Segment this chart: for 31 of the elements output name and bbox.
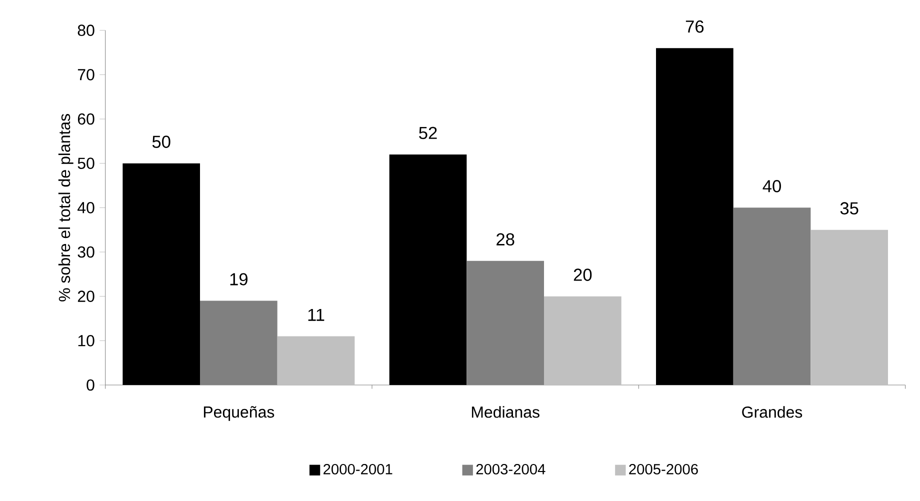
- y-tick-label: 20: [78, 290, 94, 302]
- data-label: 52: [419, 126, 437, 140]
- legend-label: 2005-2006: [629, 464, 698, 474]
- data-label: 19: [230, 273, 248, 286]
- y-tick-label: 30: [78, 246, 94, 258]
- y-tick-label: 80: [78, 24, 94, 36]
- legend-label: 2003-2004: [476, 464, 546, 474]
- data-label: 20: [574, 268, 592, 281]
- data-label: 35: [840, 202, 858, 214]
- y-tick-label: 50: [78, 158, 94, 169]
- x-tick-label: Medianas: [472, 406, 540, 418]
- data-label: 40: [762, 180, 781, 192]
- y-tick-label: 10: [78, 335, 94, 346]
- bar: [810, 230, 888, 385]
- x-tick-label: Grandes: [742, 406, 802, 418]
- legend-label: 2000-2001: [324, 464, 392, 474]
- data-label: 76: [686, 20, 704, 33]
- data-label: 50: [152, 136, 170, 148]
- data-label: 28: [496, 233, 514, 246]
- y-tick-label: 40: [78, 202, 94, 214]
- y-tick-label: 70: [78, 69, 94, 80]
- bar: [656, 48, 734, 385]
- bar: [122, 163, 200, 385]
- data-label: 11: [308, 308, 324, 321]
- y-tick-label: 60: [78, 113, 94, 125]
- bar: [544, 296, 622, 385]
- y-axis-title: % sobre el total de plantas: [58, 114, 74, 302]
- y-tick-label: 0: [86, 379, 94, 391]
- x-tick-label: Pequeñas: [204, 406, 274, 421]
- bar: [389, 154, 467, 385]
- bar: [277, 336, 355, 385]
